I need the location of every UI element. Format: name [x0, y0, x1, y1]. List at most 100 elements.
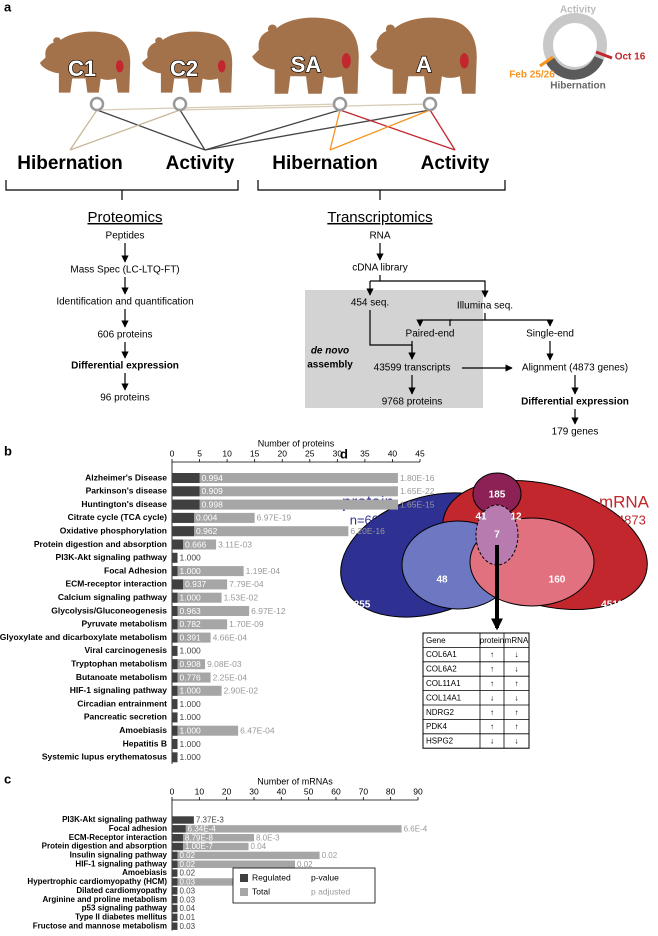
- category-label: Insulin signaling pathway: [70, 851, 168, 860]
- bar: [172, 579, 184, 590]
- bar: [172, 672, 211, 683]
- x-tick-label: 80: [386, 786, 396, 796]
- bar: [172, 473, 398, 483]
- step: RNA: [369, 231, 390, 242]
- step: Differential expression: [71, 361, 179, 372]
- category-label: Hypertrophic cardiomyopathy (HCM): [27, 877, 167, 886]
- category-label: p53 signaling pathway: [82, 904, 168, 913]
- bar: [172, 712, 178, 723]
- legend-label: p adjusted: [311, 886, 350, 896]
- table-cell: ↑: [490, 708, 494, 717]
- category-label: Amoebiasis: [122, 868, 167, 877]
- venn: [340, 472, 648, 618]
- bar: [172, 895, 178, 904]
- bar: [172, 834, 254, 842]
- p-label: 6.6E-4: [404, 824, 428, 833]
- set-size: n=606: [350, 512, 387, 527]
- p-label: 0.782: [180, 619, 202, 629]
- p-label: 0.02: [322, 851, 338, 860]
- category-label: Protein digestion and absorption: [34, 539, 167, 549]
- category-label: Parkinson's disease: [86, 486, 168, 496]
- bar: [172, 619, 228, 630]
- table-cell: PDK4: [426, 722, 447, 731]
- table-cell: ↓: [490, 693, 494, 702]
- table-cell: ↓: [515, 737, 519, 746]
- p-label: 1.00E-7: [185, 842, 214, 851]
- step: cDNA library: [352, 263, 408, 274]
- bear: [39, 31, 131, 93]
- sample-lines: [69, 103, 456, 151]
- state-label: Hibernation: [17, 153, 123, 174]
- state-label: Activity: [421, 153, 490, 174]
- p-label: 6.97E-19: [257, 513, 292, 523]
- legend-swatch: [240, 888, 248, 896]
- x-tick-label: 25: [305, 448, 315, 458]
- bar: [172, 904, 178, 913]
- x-tick-label: 15: [250, 448, 260, 458]
- bar: [172, 512, 255, 523]
- calendar-label: Activity: [560, 5, 597, 16]
- x-tick-label: 20: [222, 786, 232, 796]
- bar: [172, 632, 211, 643]
- category-label: Calcium signaling pathway: [58, 592, 167, 602]
- p-label: 0.998: [202, 499, 224, 509]
- p-label: 9.08E-03: [207, 659, 242, 669]
- category-label: Amoebiasis: [119, 725, 167, 735]
- p-label: 1.70E-09: [229, 619, 264, 629]
- category-label: Fructose and mannose metabolism: [33, 921, 167, 930]
- step: 96 proteins: [100, 393, 149, 404]
- p-label: 1.80E-16: [400, 473, 435, 483]
- legend-label: p-value: [311, 872, 339, 882]
- category-label: Dilated cardiomyopathy: [76, 886, 167, 895]
- p-label: 1.000: [180, 699, 202, 709]
- p-label: 6.34E-4: [188, 824, 217, 833]
- p-label: 0.04: [179, 904, 195, 913]
- x-tick-label: 30: [333, 448, 343, 458]
- x-tick-label: 10: [222, 448, 232, 458]
- legend-frame: [232, 867, 376, 904]
- bar: [172, 725, 178, 736]
- table-cell: ↓: [490, 737, 494, 746]
- set-name: mRNA: [599, 492, 650, 511]
- table-cell: ↑: [490, 665, 494, 674]
- category-label: Arginine and proline metabolism: [43, 895, 167, 904]
- bar: [172, 825, 186, 833]
- bar: [172, 685, 222, 696]
- axis-title: Number of proteins: [258, 438, 335, 448]
- bar: [172, 659, 206, 670]
- category-label: Pyruvate metabolism: [81, 619, 167, 629]
- step: Differential expression: [521, 397, 629, 408]
- section-title: Proteomics: [87, 209, 162, 226]
- p-label: 0.908: [180, 659, 202, 669]
- table-cell: ↑: [515, 679, 519, 688]
- category-label: ECM-Receptor interaction: [69, 833, 167, 842]
- bar: [172, 913, 178, 922]
- bar: [172, 659, 178, 670]
- step: Single-end: [526, 329, 574, 340]
- table-cell: ↑: [515, 708, 519, 717]
- state-label: Activity: [166, 153, 235, 174]
- category-label: Huntington's disease: [81, 499, 167, 509]
- bar: [172, 842, 249, 851]
- x-tick-label: 20: [277, 448, 287, 458]
- x-tick-label: 70: [359, 786, 369, 796]
- bar: [172, 606, 250, 616]
- step: de novo: [311, 346, 349, 357]
- p-label: 0.02: [179, 851, 195, 860]
- bar: [172, 526, 195, 537]
- bar: [172, 499, 398, 510]
- p-label: 6.20E-16: [350, 526, 385, 536]
- table-cell: COL6A2: [426, 665, 457, 674]
- category-label: HIF-1 signaling pathway: [70, 685, 168, 695]
- category-label: Pancreatic secretion: [84, 712, 167, 722]
- p-label: 1.000: [180, 566, 202, 576]
- bar: [172, 486, 398, 497]
- category-label: PI3K-Akt signaling pathway: [62, 815, 167, 824]
- x-tick-label: 40: [388, 448, 398, 458]
- bar: [172, 922, 178, 930]
- p-label: 0.02: [179, 860, 195, 869]
- panel-label: c: [4, 771, 11, 786]
- bar: [172, 685, 178, 696]
- bar: [172, 579, 228, 590]
- region-count: 185: [489, 490, 506, 501]
